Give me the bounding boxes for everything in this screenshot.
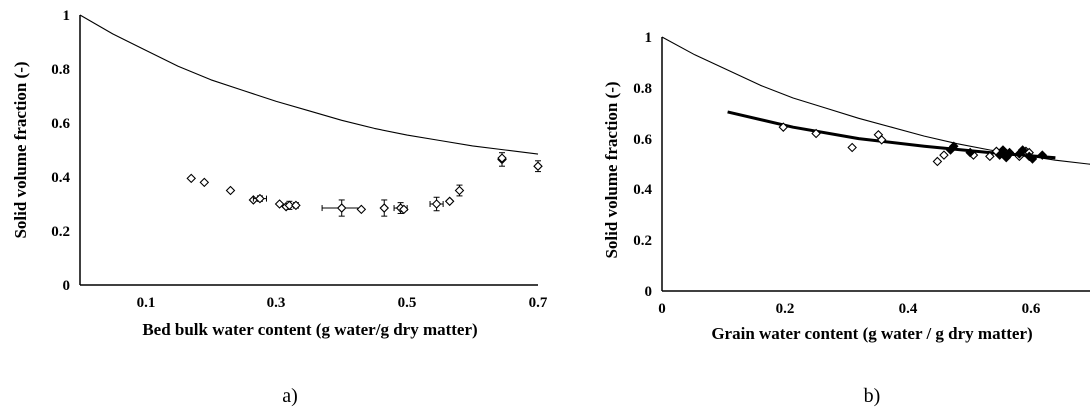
chart-b: 1 0.8 0.6 0.4 0.2 0 0 0.2 0.4 0.6 Grain … — [602, 30, 1090, 407]
chart-a: 1 0.8 0.6 0.4 0.2 0 0.1 0.3 0.5 0.7 Bed … — [11, 8, 548, 407]
chart-a-point — [186, 173, 197, 184]
chart-a-y-axis-label: Solid volume fraction (-) — [11, 61, 30, 238]
chart-b-point — [1027, 154, 1038, 164]
chart-b-point — [847, 142, 857, 153]
chart-b-point — [965, 147, 975, 158]
chart-a-x-tick: 0.1 — [137, 295, 156, 311]
chart-a-point — [379, 203, 390, 213]
chart-a-caption: a) — [282, 385, 298, 407]
chart-b-y-tick: 1 — [645, 30, 653, 46]
chart-a-point — [255, 193, 265, 204]
chart-b-point — [876, 135, 887, 145]
chart-b-x-tick: 0.6 — [1022, 301, 1041, 317]
chart-a-point — [444, 196, 455, 207]
chart-b-point — [985, 151, 995, 162]
chart-b-thin-line — [661, 36, 1090, 165]
chart-b-point — [939, 150, 949, 160]
chart-b-point — [811, 128, 821, 139]
chart-a-point — [533, 161, 543, 171]
chart-a-point — [399, 204, 409, 215]
chart-a-x-tick: 0.5 — [398, 295, 417, 311]
chart-a-thin-line — [79, 14, 539, 155]
chart-b-x-tick: 0.2 — [776, 301, 795, 317]
chart-a-x-tick: 0.7 — [529, 295, 548, 311]
chart-a-point — [497, 153, 507, 163]
chart-b-point — [778, 122, 789, 132]
chart-a-point — [336, 203, 347, 213]
chart-b-x-tick: 0 — [658, 301, 666, 317]
chart-a-y-tick: 0.4 — [51, 170, 70, 186]
chart-b-points — [778, 122, 1048, 167]
chart-a-point — [431, 199, 442, 209]
chart-b-y-tick: 0.2 — [633, 233, 652, 249]
chart-b-y-tick: 0.8 — [633, 81, 652, 97]
chart-b-y-axis-label: Solid volume fraction (-) — [602, 81, 621, 258]
chart-a-points — [186, 152, 543, 217]
chart-b-y-tick: 0.4 — [633, 182, 652, 198]
chart-a-point — [225, 185, 236, 196]
chart-a-x-axis-label: Bed bulk water content (g water/g dry ma… — [142, 320, 477, 339]
chart-b-x-axis-label: Grain water content (g water / g dry mat… — [711, 324, 1032, 343]
chart-b-point — [949, 141, 959, 151]
chart-b-y-tick: 0 — [645, 284, 653, 300]
chart-a-y-tick: 1 — [63, 8, 71, 24]
chart-a-point — [284, 200, 295, 211]
chart-a-y-tick: 0.8 — [51, 62, 70, 78]
chart-a-point — [454, 185, 465, 196]
chart-a-point — [356, 204, 367, 215]
chart-b-caption: b) — [864, 385, 881, 407]
chart-b-point — [1004, 147, 1015, 158]
chart-b-y-tick: 0.6 — [633, 132, 652, 148]
chart-a-point — [199, 177, 210, 188]
chart-b-point — [1037, 150, 1048, 160]
chart-b-point — [1017, 145, 1028, 155]
chart-a-point — [291, 200, 301, 211]
chart-b-point — [998, 145, 1008, 155]
chart-a-y-tick: 0.6 — [51, 116, 70, 132]
chart-a-x-tick: 0.3 — [267, 295, 286, 311]
chart-a-y-tick: 0.2 — [51, 224, 70, 240]
chart-b-point — [932, 156, 943, 167]
chart-b-x-tick: 0.4 — [899, 301, 918, 317]
chart-a-lines — [79, 14, 539, 155]
chart-a-point — [274, 199, 285, 209]
chart-a-y-tick: 0 — [63, 278, 71, 294]
